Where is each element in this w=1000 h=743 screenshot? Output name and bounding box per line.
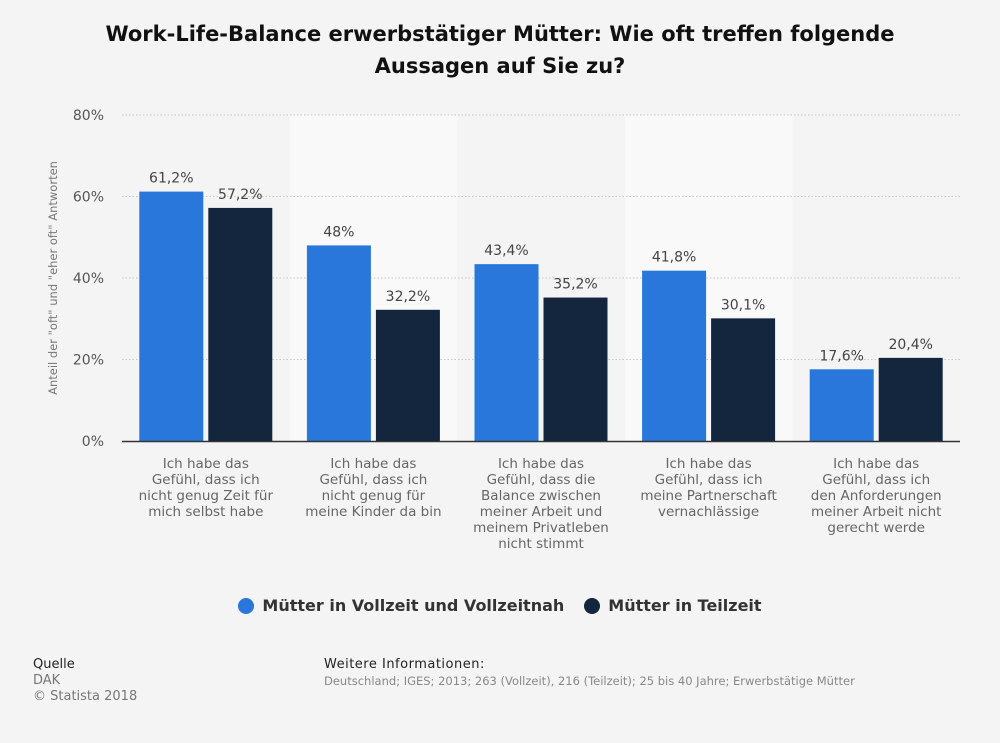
bar [208, 207, 273, 441]
x-tick-label: Ich habe das Gefühl, dass ich nicht genug … [305, 456, 441, 520]
bar [375, 309, 440, 441]
bar [878, 357, 943, 441]
bar [139, 191, 204, 441]
legend-item-teilzeit[interactable]: Mütter in Teilzeit [584, 596, 762, 615]
legend-dot-vollzeit-icon [238, 597, 255, 614]
chart-title: Work-Life-Balance erwerbstätiger Mütter:… [105, 22, 895, 78]
x-tick-label: Ich habe das Gefühl, dass ich den Anforder… [811, 456, 942, 536]
data-label: 48% [323, 224, 354, 240]
data-label: 17,6% [819, 348, 863, 364]
info-text: Deutschland; IGES; 2013; 263 (Vollzeit),… [324, 674, 855, 688]
x-tick-label: Ich habe das Gefühl, dass die Balance zwis… [473, 456, 609, 552]
y-tick-label: 40% [73, 271, 104, 287]
legend-item-vollzeit[interactable]: Mütter in Vollzeit und Vollzeitnah [238, 596, 564, 615]
x-tick-label: Ich habe das Gefühl, dass ich meine Partne… [640, 456, 777, 520]
data-label: 20,4% [888, 337, 932, 353]
data-label: 57,2% [218, 187, 262, 203]
bar [474, 264, 539, 441]
bar [642, 270, 707, 441]
bar-chart: 0% 20% 40% 60% 80% Anteil der "oft" und "eher… [46, 108, 960, 552]
y-tick-label: 60% [73, 190, 104, 206]
bar [306, 245, 371, 441]
legend-label-vollzeit: Mütter in Vollzeit und Vollzeitnah [262, 596, 565, 615]
data-label: 35,2% [553, 277, 597, 293]
data-label: 30,1% [721, 297, 765, 313]
data-label: 43,4% [484, 243, 528, 259]
source-heading: Quelle [33, 657, 75, 672]
info-block: Weitere Informationen: Deutschland; IGES… [324, 657, 855, 689]
legend-label-teilzeit: Mütter in Teilzeit [608, 596, 762, 615]
data-label: 32,2% [386, 289, 430, 305]
y-tick-label: 80% [73, 108, 104, 124]
y-tick-label: 20% [73, 353, 104, 369]
y-axis-label: Anteil der "oft" und "eher oft" Antworte… [46, 161, 60, 395]
bar [543, 297, 608, 441]
data-label: 41,8% [652, 250, 696, 266]
legend: Mütter in Vollzeit und Vollzeitnah Mütte… [0, 596, 1000, 615]
bar [711, 318, 776, 441]
bar [809, 369, 874, 441]
info-heading[interactable]: Weitere Informationen: [324, 657, 485, 672]
copyright: © Statista 2018 [33, 689, 138, 704]
legend-dot-teilzeit-icon [584, 597, 601, 614]
x-tick-label: Ich habe das Gefühl, dass ich nicht genug … [139, 456, 274, 520]
y-tick-label: 0% [82, 434, 104, 450]
source-block: Quelle DAK © Statista 2018 [33, 657, 137, 705]
data-label: 61,2% [149, 171, 193, 187]
source-name[interactable]: DAK [33, 673, 61, 688]
